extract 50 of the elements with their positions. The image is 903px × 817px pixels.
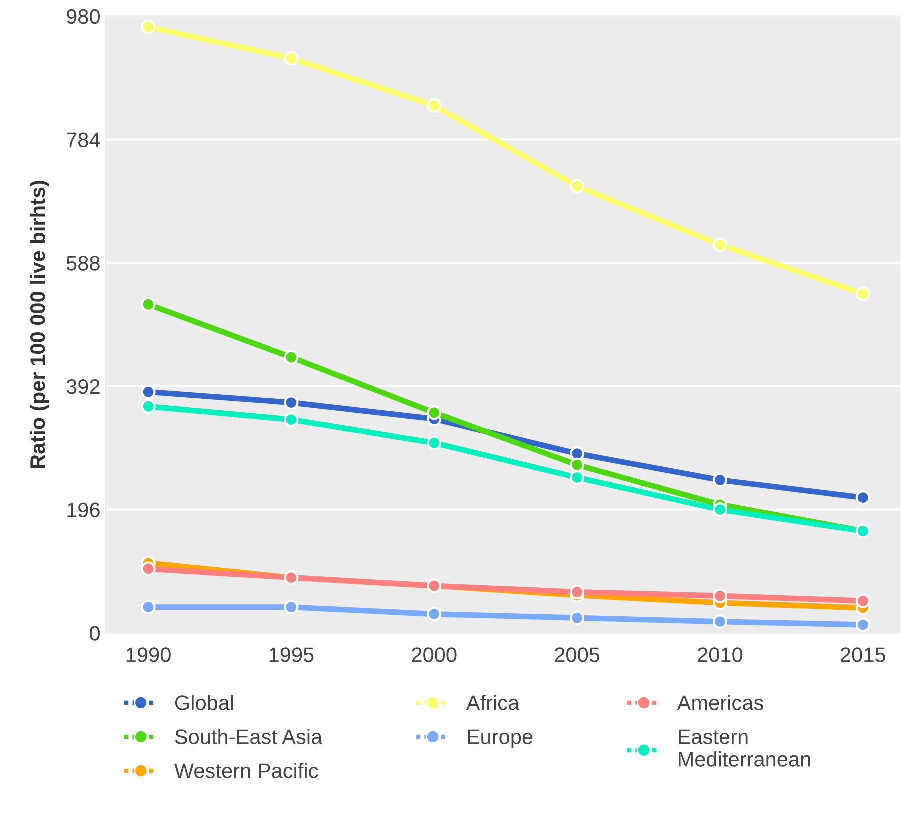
point — [284, 350, 299, 365]
point — [712, 614, 728, 630]
y-tick-label: 588 — [66, 256, 100, 271]
point — [570, 610, 585, 626]
point — [427, 606, 442, 622]
point — [427, 406, 442, 420]
point — [570, 458, 585, 472]
x-tick-label: 1990 — [126, 648, 171, 662]
point — [856, 594, 870, 608]
point — [712, 472, 728, 488]
point — [427, 436, 442, 450]
point — [141, 562, 156, 576]
y-tick-label: 0 — [90, 626, 100, 641]
y-tick-label: 196 — [68, 502, 100, 518]
point — [570, 470, 585, 485]
point — [284, 412, 299, 428]
y-tick-label: 784 — [67, 132, 100, 148]
point — [141, 20, 156, 34]
point — [856, 286, 870, 302]
point — [712, 502, 728, 518]
legend-label: Europe — [468, 730, 533, 749]
point — [570, 178, 585, 194]
legend-label: South-East Asia — [175, 729, 323, 744]
point — [856, 490, 870, 506]
x-tick-label: 2000 — [412, 648, 457, 662]
x-tick-label: 2005 — [555, 648, 600, 662]
legend-label: Western Pacific — [174, 763, 318, 778]
legend-label: Global — [175, 695, 234, 710]
point — [570, 584, 585, 600]
point — [284, 600, 299, 615]
point — [427, 98, 442, 114]
y-tick-label: 980 — [67, 9, 100, 24]
point — [141, 399, 156, 414]
legend-label: Eastern Mediterranean — [679, 730, 810, 767]
point — [141, 297, 156, 312]
point — [141, 600, 156, 615]
point — [284, 51, 299, 66]
point — [712, 238, 728, 252]
point — [856, 618, 870, 632]
x-tick-label: 2010 — [698, 648, 743, 662]
x-tick-label: 2015 — [841, 648, 886, 662]
point — [570, 446, 585, 462]
x-tick-label: 1995 — [270, 648, 314, 662]
y-tick-label: 392 — [66, 379, 100, 394]
point — [712, 588, 728, 604]
legend-label: Africa — [466, 695, 520, 710]
y-axis-title: Ratio (per 100 000 live birhts) — [30, 181, 50, 468]
legend-label: Americas — [677, 695, 764, 710]
point — [141, 384, 156, 400]
point — [284, 396, 299, 410]
